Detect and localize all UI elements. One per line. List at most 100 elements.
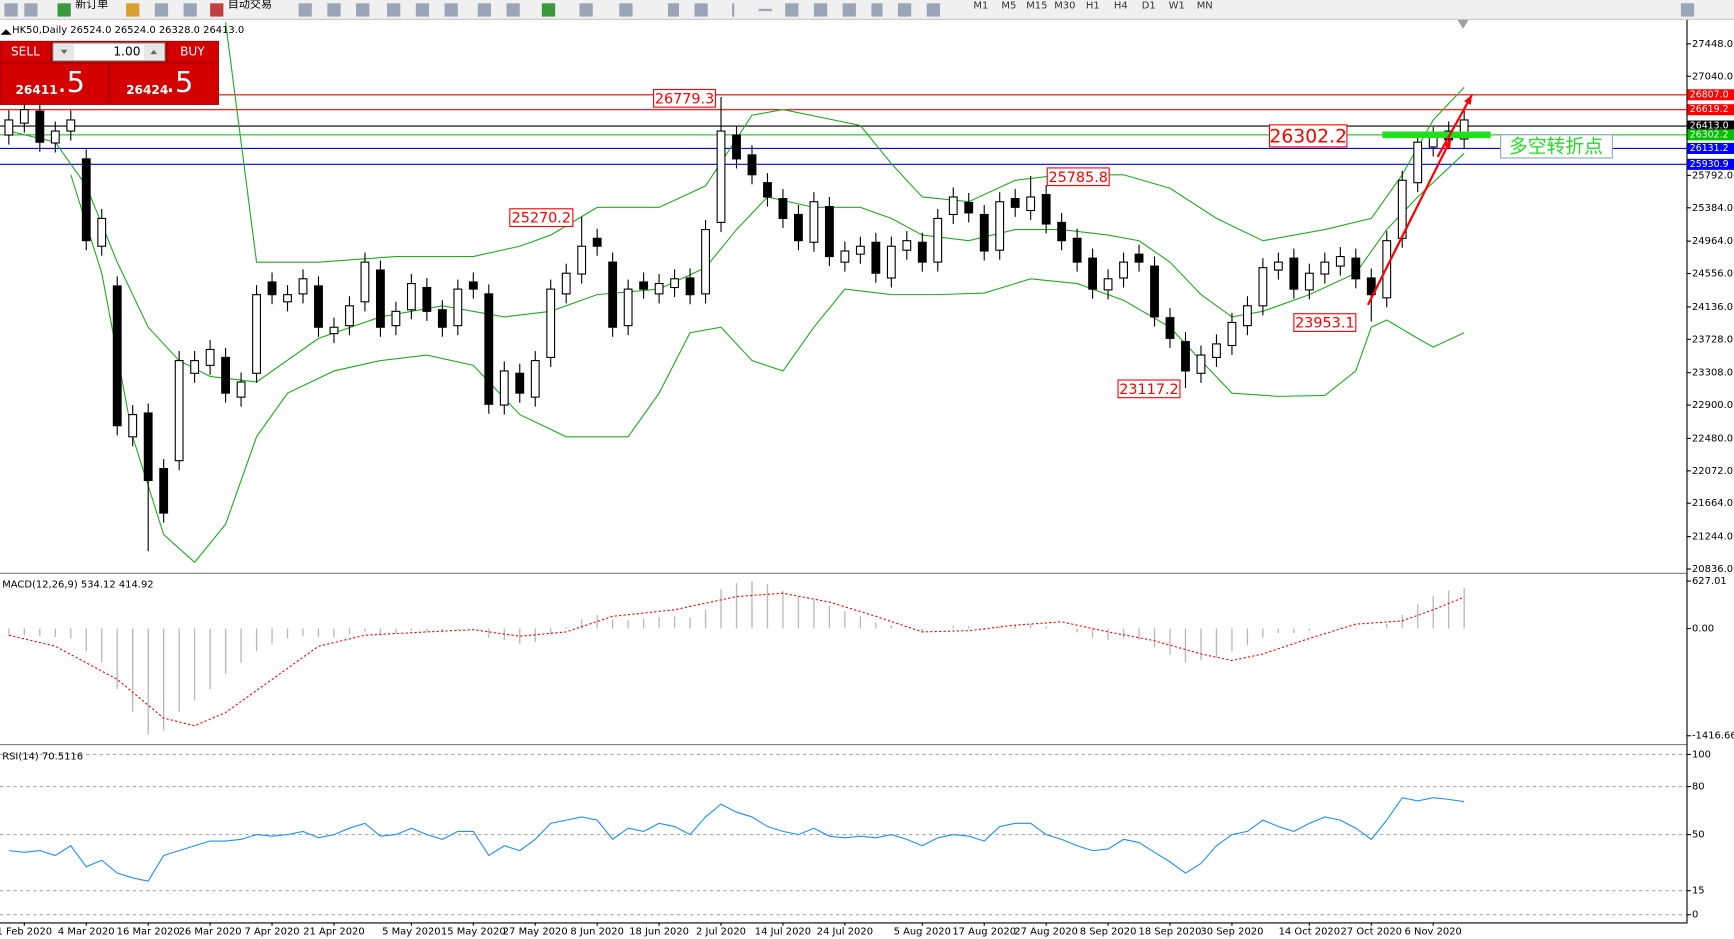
new-order-button[interactable]: 新订单	[75, 0, 108, 10]
candle-body	[809, 201, 819, 243]
sell-label[interactable]: SELL	[11, 44, 40, 58]
buy-button[interactable]	[168, 41, 218, 62]
y-tick-label: 21664.0	[1692, 498, 1733, 509]
candle-body	[623, 288, 633, 327]
candle-body	[1366, 277, 1376, 296]
icon[interactable]	[57, 3, 71, 17]
note-box	[1500, 134, 1613, 159]
x-tick-label: 16 Mar 2020	[117, 926, 180, 937]
arrow-head	[1464, 95, 1472, 105]
icon[interactable]	[444, 3, 458, 17]
sell-button[interactable]	[1, 41, 50, 62]
main-panel: 27448.0 27040.0 25792.0 25384.0 24964.0 24556…	[0, 22, 1734, 937]
icon[interactable]	[926, 3, 940, 17]
toolbar	[0, 0, 1734, 20]
timeframe-button[interactable]: D1	[1142, 1, 1156, 12]
icon[interactable]	[210, 3, 224, 17]
y-tick-label: 627.01	[1692, 576, 1727, 587]
candle-body	[391, 310, 401, 327]
candle-body	[1351, 257, 1361, 280]
timeframe-button[interactable]: M5	[1001, 1, 1016, 12]
bid-pips[interactable]: .5	[58, 65, 85, 99]
icon[interactable]	[154, 3, 169, 17]
candle-body	[267, 281, 277, 296]
y-tick-label: 27040.0	[1692, 71, 1733, 82]
icon[interactable]	[477, 3, 492, 17]
macd-panel: 627.01 0.00 -1416.66	[8, 576, 1734, 742]
icon[interactable]	[842, 3, 856, 17]
chart-title: HK50,Daily 26524.0 26524.0 26328.0 26413…	[12, 25, 244, 36]
icon[interactable]	[579, 3, 593, 17]
timeframe-button[interactable]: M30	[1054, 1, 1075, 12]
rsi-title: RSI(14) 70.5116	[2, 752, 83, 763]
icon[interactable]	[667, 3, 680, 17]
candle-body	[902, 240, 912, 251]
candle-body	[701, 228, 710, 295]
icon[interactable]	[813, 3, 828, 17]
rsi-line	[8, 797, 1465, 882]
candle-body	[716, 130, 726, 223]
candle-body	[546, 288, 556, 358]
y-tick-label: 15	[1692, 886, 1705, 897]
y-tick-label: 27448.0	[1692, 39, 1733, 50]
icon[interactable]	[871, 3, 883, 17]
icon[interactable]	[732, 3, 735, 17]
icon[interactable]	[183, 3, 197, 17]
timeframe-button[interactable]: MN	[1197, 1, 1213, 12]
candle-body	[1196, 354, 1206, 374]
icon[interactable]	[415, 3, 430, 17]
candle-body	[1010, 198, 1020, 208]
icon[interactable]	[126, 3, 140, 17]
candle-body	[886, 245, 896, 279]
down-arrow	[60, 49, 68, 55]
lots-input[interactable]	[52, 42, 166, 62]
x-tick-label: 5 Aug 2020	[894, 926, 951, 937]
timeframe-button[interactable]: H4	[1114, 1, 1128, 12]
price-tag-label: 26413.0	[1690, 121, 1729, 132]
price-tag	[1687, 129, 1734, 141]
icon[interactable]	[694, 3, 708, 17]
y-tick-label: 50	[1692, 830, 1705, 841]
icon[interactable]	[785, 3, 799, 17]
candle-body	[1273, 261, 1283, 271]
icon[interactable]	[24, 3, 38, 17]
icon[interactable]	[298, 3, 312, 17]
x-tick-label: 5 May 2020	[382, 926, 441, 937]
candle-body	[654, 283, 664, 295]
icon[interactable]	[1680, 3, 1695, 17]
candle-body	[1088, 257, 1098, 290]
price-tag	[1687, 120, 1734, 132]
ask-box[interactable]	[110, 64, 218, 104]
ask-pips[interactable]: .5	[166, 65, 193, 99]
timeframe-button[interactable]: W1	[1169, 1, 1185, 12]
icon[interactable]	[758, 8, 772, 12]
auto-trading-button[interactable]: 自动交易	[228, 0, 272, 10]
x-tick-label: 27 Aug 2020	[1014, 926, 1078, 937]
lots-value[interactable]: 1.00	[113, 44, 140, 58]
note: 多空转折点	[1509, 135, 1603, 157]
timeframe-button[interactable]: M1	[973, 1, 988, 12]
timeframe-button[interactable]: H1	[1086, 1, 1100, 12]
bollinger-band	[70, 174, 1465, 564]
bid-box[interactable]	[1, 64, 109, 104]
icon[interactable]	[506, 3, 520, 17]
icon[interactable]	[327, 3, 341, 17]
ask-price[interactable]: 26424	[126, 83, 168, 97]
x-tick-label: 27 Oct 2020	[1341, 926, 1402, 937]
x-tick-label: 30 Sep 2020	[1200, 926, 1263, 937]
buy-label[interactable]: BUY	[180, 44, 205, 58]
icon[interactable]	[541, 3, 556, 17]
timeframe-button[interactable]: M15	[1026, 1, 1047, 12]
icon[interactable]	[4, 3, 18, 17]
bid-price[interactable]: 26411	[15, 83, 57, 97]
icon[interactable]	[897, 3, 912, 17]
annotation: 26779.3	[655, 91, 714, 107]
candle-body	[1304, 272, 1314, 291]
icon[interactable]	[619, 3, 633, 17]
y-tick-label: 21244.0	[1692, 532, 1733, 543]
icon[interactable]	[356, 3, 370, 17]
up-arrow	[150, 49, 158, 55]
icon[interactable]	[387, 3, 401, 17]
timeframe-bar: M1 M5 M15 M30 H1 H4 D1 W1 MN	[973, 1, 1212, 12]
candle-body	[840, 250, 850, 263]
